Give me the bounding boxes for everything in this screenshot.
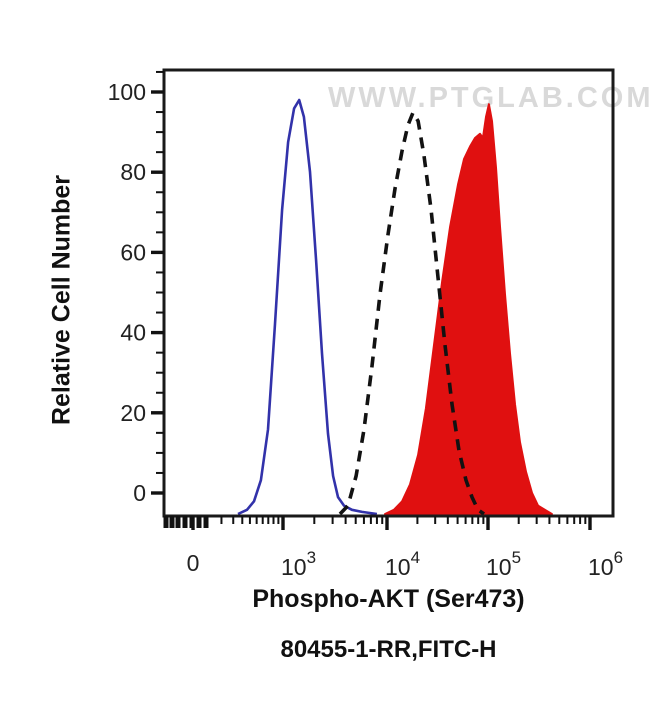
curve-black-dashed-histogram — [338, 110, 486, 516]
y-tick-label: 80 — [120, 159, 146, 185]
y-tick-label: 100 — [108, 79, 146, 105]
catalog-label: 80455-1-RR,FITC-H — [280, 636, 497, 663]
x-tick-label: 103 — [281, 548, 316, 580]
x-tick-label: 0 — [187, 550, 200, 576]
x-axis-title: Phospho-AKT (Ser473) — [252, 585, 525, 613]
plot-frame — [162, 68, 615, 518]
x-tick-label: 105 — [486, 548, 521, 580]
plot-border — [162, 68, 615, 518]
histogram-curves — [237, 98, 553, 516]
curve-red-filled-histogram — [384, 103, 553, 515]
x-tick-label: 104 — [385, 548, 420, 580]
x-tick-labels: 0 103 104 105 106 — [187, 548, 623, 580]
y-tick-label: 40 — [120, 320, 146, 346]
y-tick-labels: 0 20 40 60 80 100 — [108, 79, 146, 506]
y-tick-label: 20 — [120, 400, 146, 426]
curve-blue-open-histogram — [237, 98, 378, 516]
y-axis-title: Relative Cell Number — [47, 174, 76, 426]
y-tick-label: 60 — [120, 239, 146, 265]
y-axis-ticks — [151, 70, 164, 495]
y-tick-label: 0 — [133, 480, 146, 506]
x-axis-ticks — [163, 516, 592, 530]
x-tick-label: 106 — [588, 548, 623, 580]
